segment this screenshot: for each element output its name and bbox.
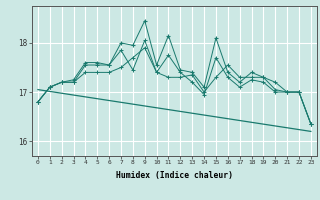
X-axis label: Humidex (Indice chaleur): Humidex (Indice chaleur) (116, 171, 233, 180)
